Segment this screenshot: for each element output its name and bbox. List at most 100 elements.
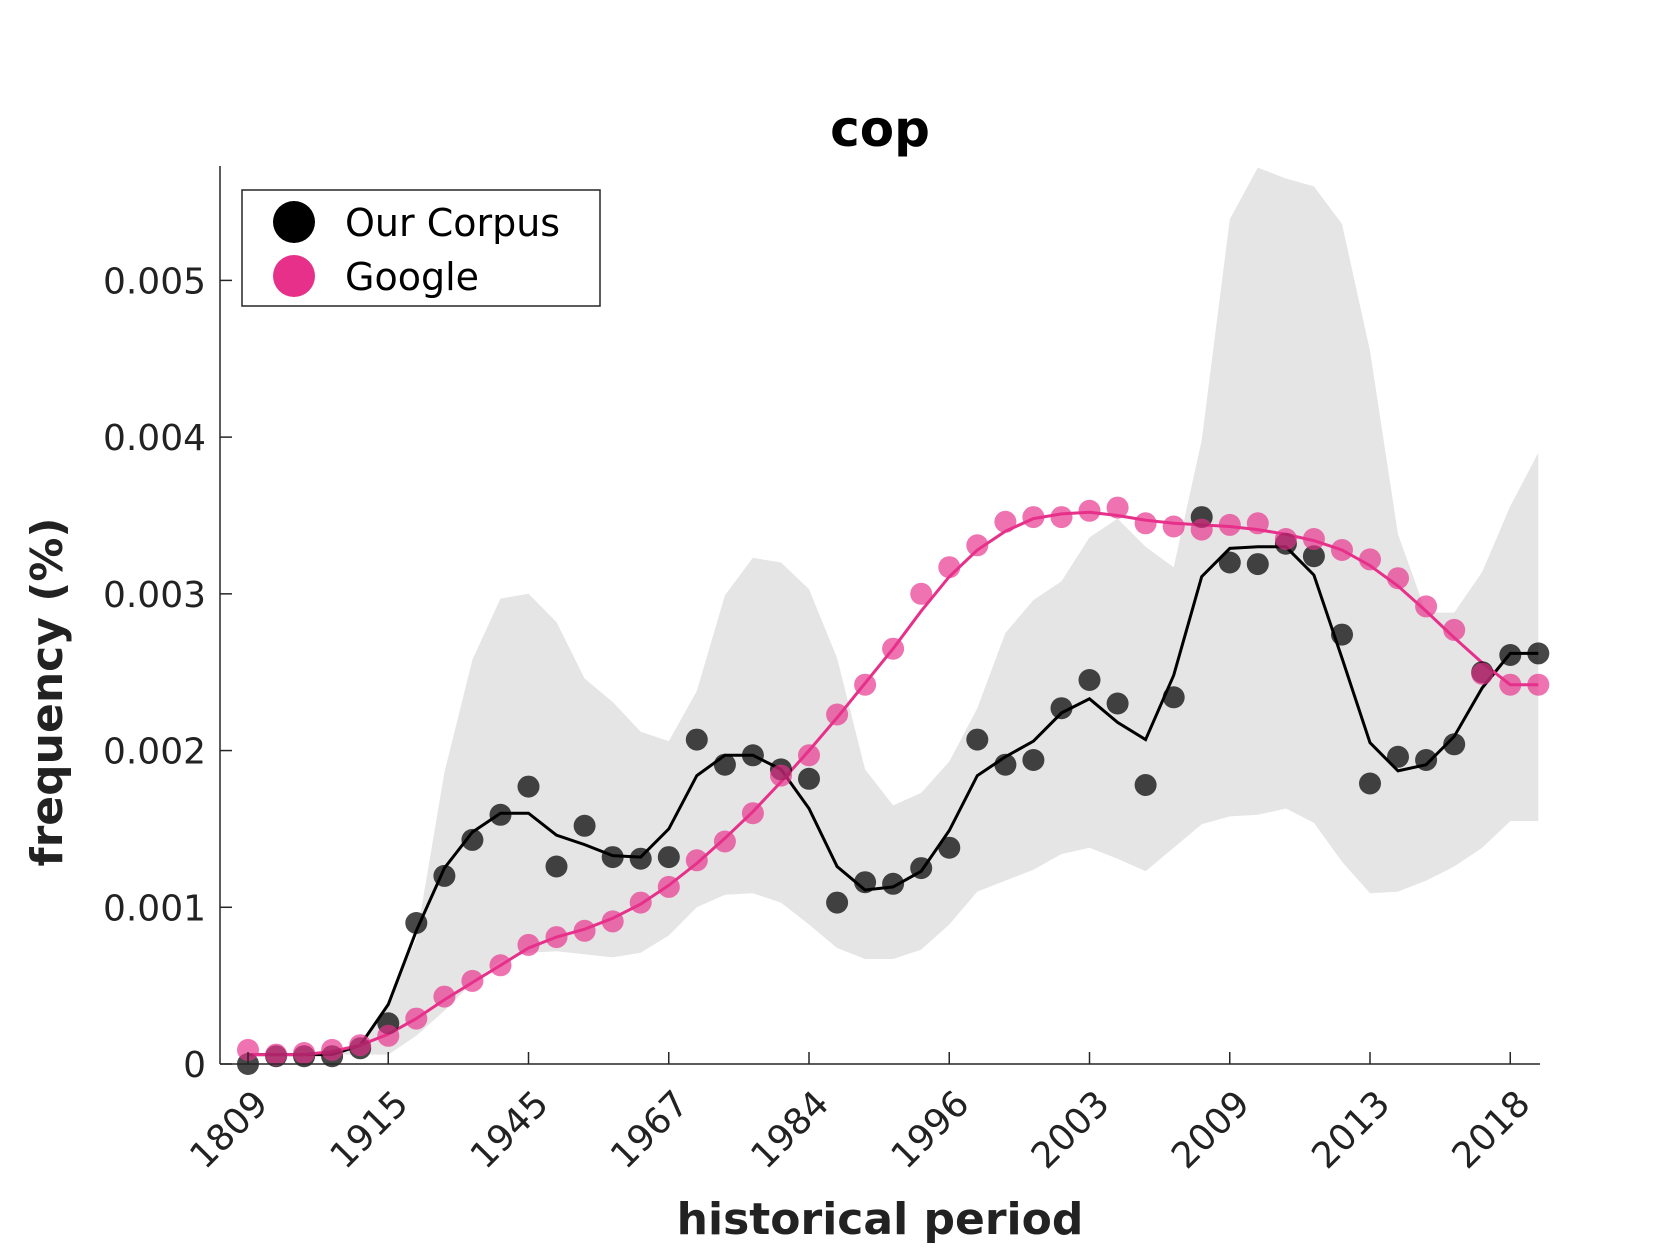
data-point-google xyxy=(545,926,568,949)
data-point-our-corpus xyxy=(1415,749,1438,771)
data-point-our-corpus xyxy=(1050,697,1073,720)
data-point-our-corpus xyxy=(517,775,540,798)
data-point-google xyxy=(1274,528,1297,550)
legend: Our Corpus Google xyxy=(241,189,601,307)
data-point-google xyxy=(1078,499,1101,522)
data-point-google xyxy=(377,1024,400,1047)
data-point-google xyxy=(237,1038,259,1061)
data-point-our-corpus xyxy=(882,872,905,895)
data-point-our-corpus xyxy=(1527,642,1550,665)
x-tick-label: 1915 xyxy=(323,1083,417,1177)
data-point-our-corpus xyxy=(657,846,680,869)
data-point-google xyxy=(1527,673,1550,696)
data-point-google xyxy=(826,703,849,726)
data-point-our-corpus xyxy=(938,836,961,859)
data-point-our-corpus xyxy=(601,846,624,869)
data-point-google xyxy=(461,969,484,992)
data-point-our-corpus xyxy=(910,857,933,880)
data-point-google xyxy=(405,1007,428,1030)
data-point-google xyxy=(349,1034,372,1057)
data-point-google xyxy=(798,744,820,767)
data-point-google xyxy=(1499,673,1522,696)
point-layer xyxy=(237,496,1550,1075)
data-point-our-corpus xyxy=(545,855,568,878)
data-point-our-corpus xyxy=(1246,553,1269,576)
data-point-google xyxy=(1387,567,1409,590)
data-point-our-corpus xyxy=(489,803,512,826)
data-point-google xyxy=(1415,595,1438,618)
data-point-google xyxy=(994,510,1017,533)
data-point-our-corpus xyxy=(826,891,849,914)
data-point-google xyxy=(854,673,877,696)
data-point-google xyxy=(433,985,456,1008)
x-tick-label: 2003 xyxy=(1024,1083,1118,1177)
x-axis-label: historical period xyxy=(677,1194,1084,1245)
data-point-google xyxy=(489,954,512,977)
data-point-our-corpus xyxy=(1302,545,1325,568)
data-point-google xyxy=(1022,506,1045,529)
data-point-google xyxy=(1302,528,1325,550)
data-point-google xyxy=(1331,539,1353,561)
data-point-google xyxy=(1190,518,1213,541)
data-point-google xyxy=(770,764,792,787)
data-point-our-corpus xyxy=(1331,623,1353,646)
x-tick-label: 1945 xyxy=(463,1083,557,1177)
data-point-our-corpus xyxy=(433,864,456,887)
data-point-google xyxy=(321,1038,344,1061)
data-point-google xyxy=(601,910,624,933)
data-point-our-corpus xyxy=(461,828,484,851)
data-point-google xyxy=(1162,515,1185,538)
y-tick-label: 0 xyxy=(183,1045,206,1086)
data-point-our-corpus xyxy=(405,912,428,934)
confidence-band xyxy=(248,167,1539,1055)
y-tick-label: 0.004 xyxy=(103,418,206,459)
data-point-our-corpus xyxy=(573,814,596,837)
data-point-google xyxy=(741,802,764,825)
data-point-google xyxy=(293,1042,316,1064)
data-point-google xyxy=(882,637,905,660)
data-point-google xyxy=(1246,512,1269,535)
legend-label-google: Google xyxy=(345,255,479,299)
data-point-google xyxy=(1471,662,1494,685)
data-point-our-corpus xyxy=(1134,774,1157,796)
x-tick-label: 2009 xyxy=(1164,1083,1258,1177)
data-point-google xyxy=(1359,548,1381,571)
data-point-google xyxy=(517,933,540,956)
data-point-google xyxy=(1443,618,1466,641)
y-tick-label: 0.001 xyxy=(103,888,206,929)
data-point-our-corpus xyxy=(854,871,877,894)
data-point-google xyxy=(966,534,989,557)
x-tick-label: 2018 xyxy=(1445,1083,1539,1177)
data-point-google xyxy=(685,849,708,872)
data-point-our-corpus xyxy=(1106,692,1129,715)
data-point-google xyxy=(1050,506,1073,529)
axes xyxy=(219,166,1540,1065)
data-point-our-corpus xyxy=(713,753,736,776)
legend-swatch-our-corpus xyxy=(273,201,315,243)
data-point-our-corpus xyxy=(741,744,764,767)
data-point-google xyxy=(265,1043,288,1066)
data-point-google xyxy=(713,830,736,853)
x-tick-label: 2013 xyxy=(1304,1083,1398,1177)
data-point-google xyxy=(1134,512,1157,535)
y-tick-label: 0.005 xyxy=(103,261,206,302)
legend-label-our-corpus: Our Corpus xyxy=(345,201,560,245)
data-point-our-corpus xyxy=(1022,749,1045,771)
x-tick-label: 1967 xyxy=(603,1083,697,1177)
y-tick-label: 0.003 xyxy=(103,575,206,616)
band-layer xyxy=(248,167,1539,1055)
y-tick-label: 0.002 xyxy=(103,732,206,773)
data-point-google xyxy=(629,891,652,914)
data-point-google xyxy=(938,556,961,579)
data-point-our-corpus xyxy=(798,767,820,790)
data-point-our-corpus xyxy=(1499,644,1522,666)
data-point-our-corpus xyxy=(1078,669,1101,691)
data-point-our-corpus xyxy=(685,728,708,751)
x-tick-label: 1996 xyxy=(884,1083,978,1177)
data-point-our-corpus xyxy=(1387,745,1409,768)
data-point-our-corpus xyxy=(994,753,1017,776)
x-tick-label: 1984 xyxy=(743,1083,837,1177)
data-point-google xyxy=(657,875,680,898)
data-point-our-corpus xyxy=(629,847,652,870)
